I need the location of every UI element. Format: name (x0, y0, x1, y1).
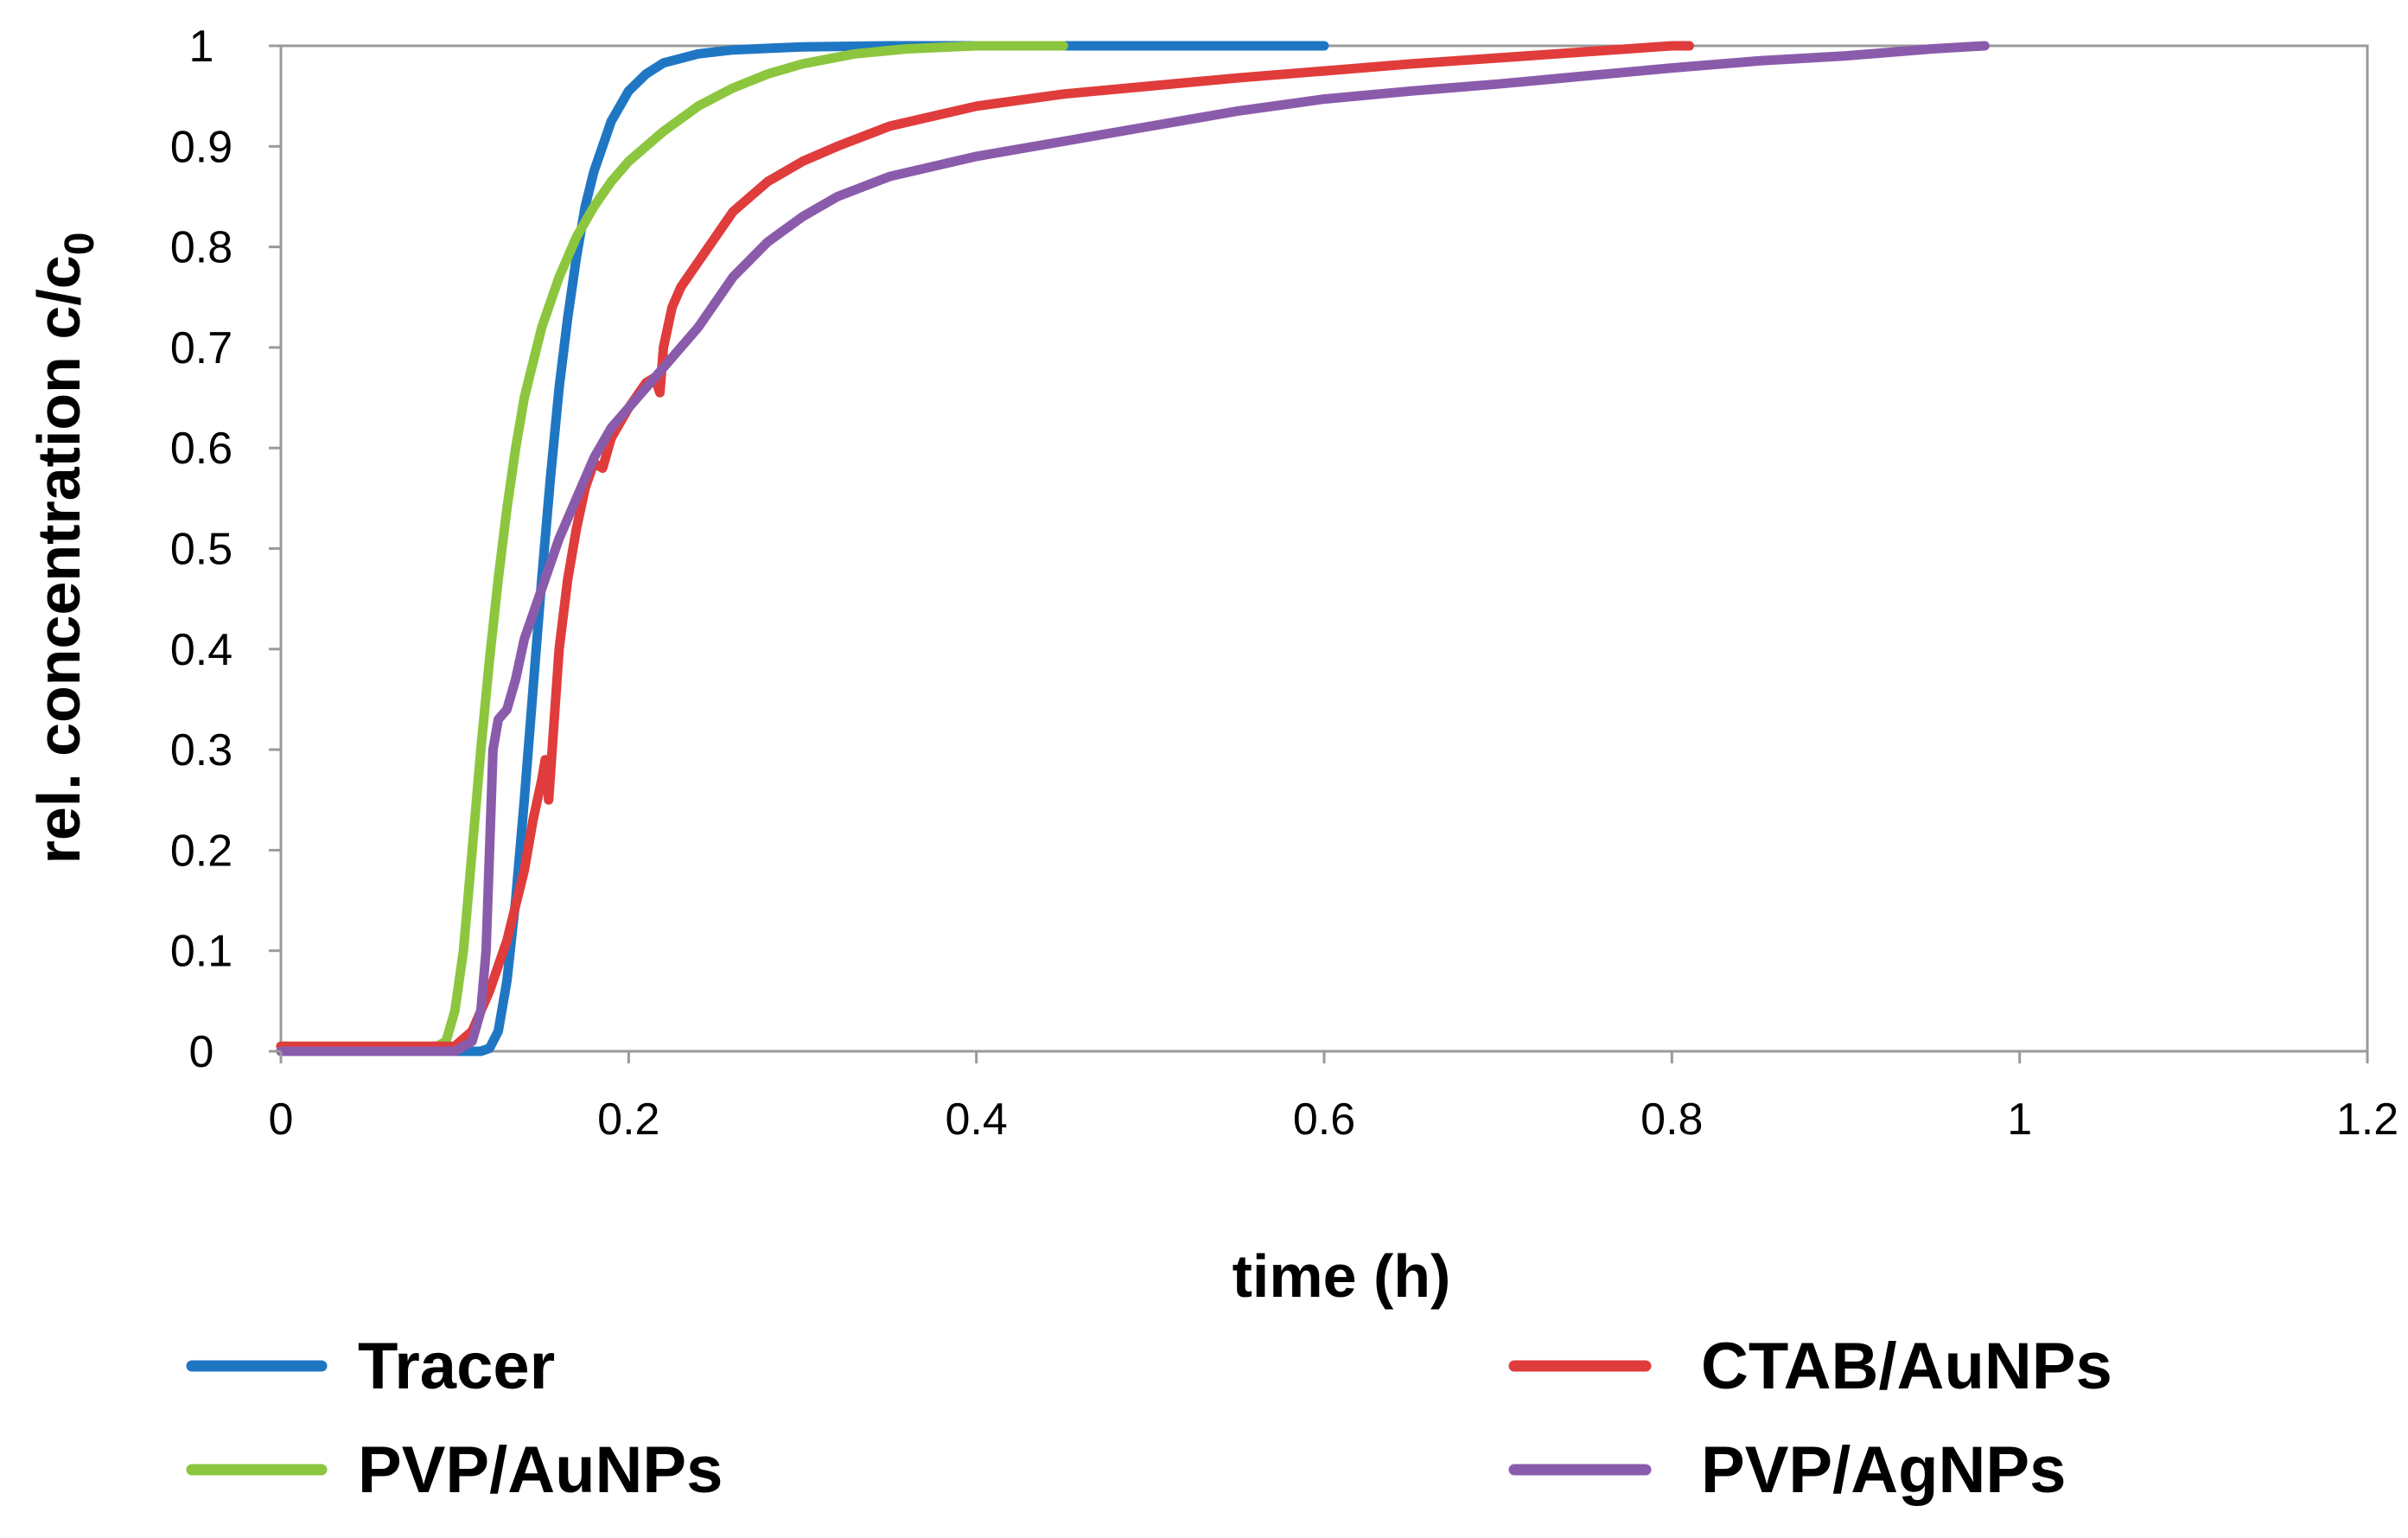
plot-area (279, 44, 2369, 1053)
y-tick-label: 0.7 (170, 323, 233, 373)
y-axis-title-main: rel. concentration c/c (25, 255, 92, 864)
legend-label-ctab-aunps: CTAB/AuNPs (1701, 1330, 2112, 1403)
y-tick-label: 0.3 (170, 725, 233, 775)
legend-label-pvp-aunps: PVP/AuNPs (358, 1433, 723, 1507)
y-tick-label: 1 (189, 22, 214, 72)
y-tick-label: 0.1 (170, 927, 233, 977)
x-tick-label: 0.2 (597, 1094, 659, 1145)
y-tick-label: 0.2 (170, 826, 233, 876)
y-tick-label: 0.6 (170, 424, 233, 474)
x-tick-label: 1.2 (2336, 1094, 2398, 1145)
y-tick-label: 0.5 (170, 525, 233, 575)
series-line-pvp-aunps (276, 41, 1068, 1051)
legend: Tracer CTAB/AuNPs PVP/AuNPs PVP/AgNPs (186, 1330, 2112, 1507)
axis-layer: 0 0.2 0.4 0.6 0.8 1 1.2 0 0.1 0.2 0.3 0.4 0.5 0.6 0.7 0… (170, 22, 2398, 1145)
y-tick-label: 0.4 (170, 625, 233, 675)
y-tick-label: 0.8 (170, 223, 233, 273)
x-tick-label: 0.6 (1293, 1094, 1355, 1145)
y-axis-title: rel. concentration c/c0 (25, 233, 103, 865)
y-axis-title-subscript: 0 (57, 233, 103, 256)
x-axis-title: time (h) (1233, 1242, 1451, 1310)
x-tick-label: 1 (2007, 1094, 2032, 1145)
x-tick-label: 0.8 (1640, 1094, 1703, 1145)
y-tick-label: 0 (189, 1027, 214, 1077)
y-tick-label: 0.9 (170, 122, 233, 172)
series-line-tracer (276, 41, 1329, 1056)
x-tick-label: 0.4 (946, 1094, 1008, 1145)
legend-label-pvp-agnps: PVP/AgNPs (1701, 1433, 2066, 1507)
series-line-pvp-agnps (276, 41, 1990, 1056)
series-layer (276, 41, 1990, 1056)
x-tick-label: 0 (269, 1094, 294, 1145)
legend-label-tracer: Tracer (358, 1330, 555, 1403)
